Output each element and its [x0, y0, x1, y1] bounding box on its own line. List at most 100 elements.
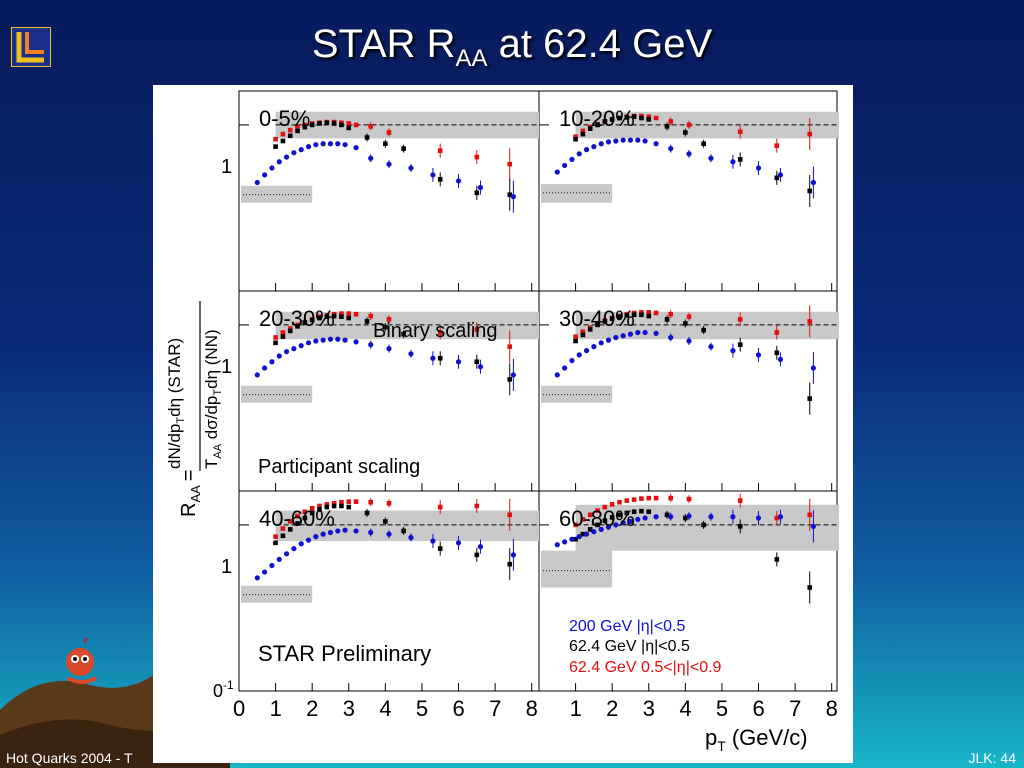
- s624f-point: [807, 512, 813, 518]
- s200-point: [686, 151, 692, 157]
- s624f-point: [474, 154, 480, 160]
- s624f-point: [287, 326, 293, 331]
- s200-point: [598, 141, 604, 147]
- participant-scaling-band: [241, 585, 313, 603]
- s624f-point: [595, 508, 600, 513]
- s624-point: [474, 190, 480, 196]
- s200-point: [298, 147, 304, 153]
- s624f-point: [573, 134, 578, 139]
- s624-point: [664, 512, 670, 518]
- s624-point: [474, 552, 480, 558]
- panel-5: 60-80%: [539, 493, 839, 691]
- s200-point: [730, 348, 736, 354]
- s624f-point: [573, 522, 578, 528]
- s624f-point: [353, 311, 359, 317]
- y-label-numerator: dN/dpTdη (STAR): [165, 338, 187, 469]
- s624-point: [774, 557, 780, 562]
- s200-point: [262, 365, 268, 371]
- x-axis-title: pT (GeV/c): [705, 725, 808, 754]
- s200-point: [708, 344, 714, 350]
- s200-point: [569, 156, 575, 162]
- s200-point: [755, 165, 762, 171]
- s200-point: [430, 538, 436, 544]
- legend-62gev-fwd: 62.4 GeV 0.5<|η|<0.9: [569, 659, 722, 676]
- s624-point: [609, 316, 615, 321]
- s624f-point: [386, 500, 392, 506]
- s200-point: [305, 537, 312, 543]
- s200-point: [777, 514, 784, 520]
- s624-point: [309, 317, 315, 323]
- s624f-point: [646, 495, 652, 501]
- s624-point: [273, 340, 278, 346]
- s200-point: [620, 333, 626, 339]
- s624-point: [683, 130, 688, 135]
- s200-point: [342, 527, 348, 533]
- slide-title: STAR RAA at 62.4 GeV: [311, 22, 713, 72]
- s624f-point: [474, 503, 480, 509]
- s200-point: [342, 142, 348, 148]
- binary-scaling-band: [275, 510, 539, 541]
- s624f-point: [580, 517, 586, 522]
- s624-point: [437, 355, 443, 361]
- s624-point: [664, 124, 670, 129]
- s624-point: [573, 338, 578, 344]
- s200-point: [576, 534, 582, 540]
- xtick-left-2: 2: [306, 696, 318, 721]
- s624-point: [737, 157, 743, 162]
- s200-point: [269, 165, 275, 171]
- footer-conference: Hot Quarks 2004 - T: [6, 750, 133, 766]
- s624f-point: [280, 330, 286, 335]
- s200-point: [777, 172, 784, 178]
- s624f-point: [668, 495, 674, 501]
- s200-point: [510, 194, 516, 200]
- ytick-1-row2: 1: [221, 556, 232, 578]
- s624f-point: [737, 317, 743, 322]
- s200-point: [455, 540, 462, 546]
- s200-point: [353, 339, 359, 345]
- s200-point: [477, 184, 484, 191]
- s624-point: [317, 507, 322, 512]
- s624-point: [774, 175, 780, 181]
- s200-point: [298, 541, 304, 547]
- s200-point: [642, 515, 648, 521]
- s624-point: [324, 120, 330, 126]
- s624f-point: [668, 311, 674, 317]
- s624f-point: [346, 121, 352, 126]
- s200-point: [755, 515, 762, 521]
- s200-point: [755, 352, 762, 358]
- s624-point: [737, 524, 743, 529]
- s624-point: [273, 540, 278, 546]
- s200-point: [730, 159, 736, 165]
- s624-point: [364, 135, 370, 140]
- s624-point: [302, 515, 308, 521]
- participant-scaling-band: [541, 184, 613, 203]
- legend-62gev: 62.4 GeV |η|<0.5: [569, 638, 690, 655]
- s624f-point: [437, 148, 443, 153]
- s200-point: [583, 531, 590, 537]
- legend-200gev: 200 GeV |η|<0.5: [569, 618, 686, 635]
- s624f-point: [617, 499, 622, 505]
- s200-point: [605, 337, 612, 343]
- s624-point: [331, 121, 337, 126]
- s200-point: [254, 372, 260, 378]
- s624f-point: [287, 127, 293, 133]
- s624-point: [339, 122, 344, 128]
- s200-point: [635, 137, 641, 143]
- s200-point: [335, 528, 341, 534]
- s200-point: [320, 337, 326, 343]
- s624-point: [324, 314, 330, 320]
- s624f-point: [807, 131, 813, 137]
- s200-point: [254, 575, 260, 581]
- panel-2: 20-30%: [238, 306, 539, 491]
- s200-point: [686, 338, 692, 344]
- participant-scaling-label: Participant scaling: [258, 456, 420, 478]
- s200-point: [477, 364, 484, 370]
- s624-point: [639, 115, 644, 121]
- s624f-point: [609, 502, 615, 507]
- quark-mascot-icon: [66, 638, 97, 684]
- s624-point: [383, 519, 388, 524]
- s200-point: [554, 169, 560, 175]
- s624-point: [602, 119, 608, 124]
- s200-point: [583, 147, 590, 153]
- xtick-right-3: 3: [643, 696, 655, 721]
